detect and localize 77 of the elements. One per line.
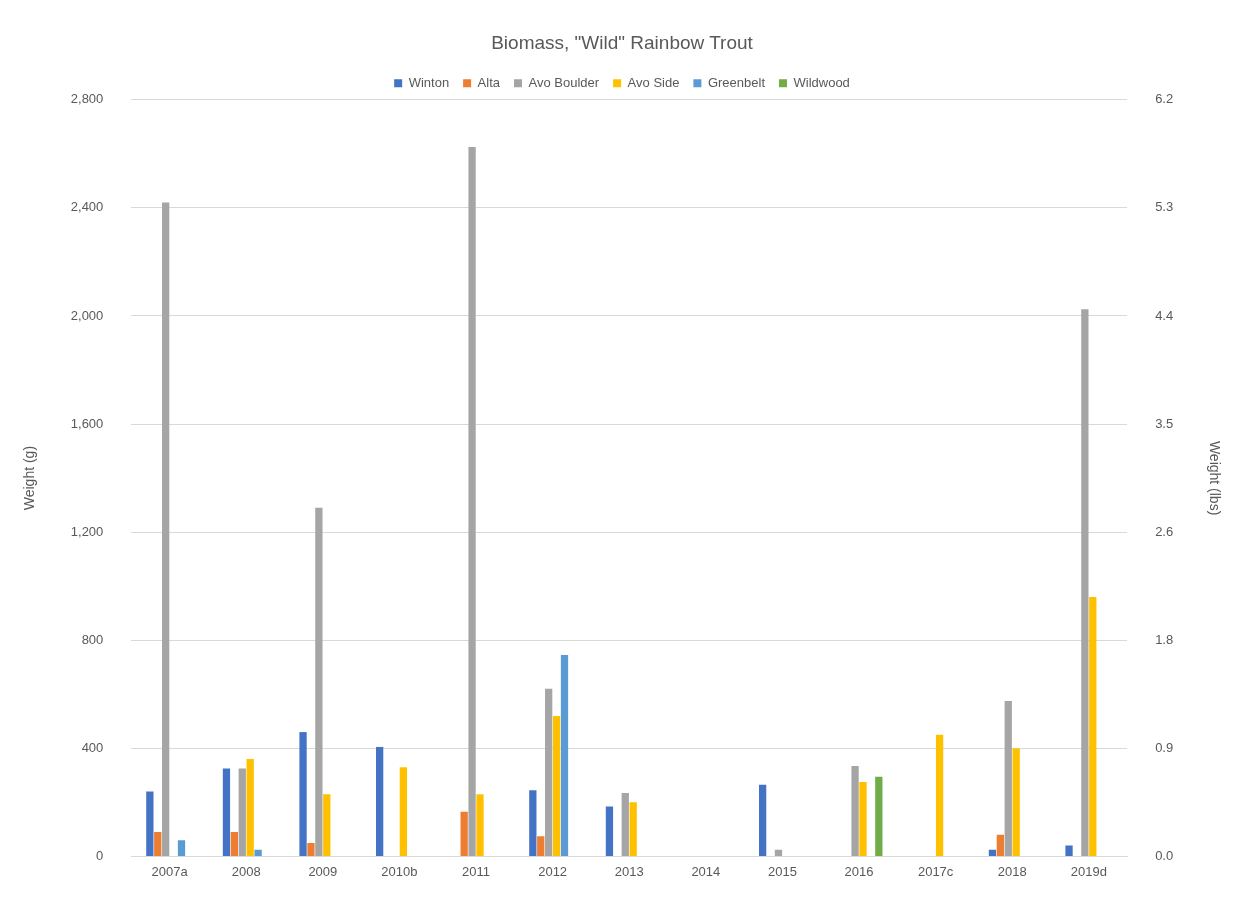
y2-axis-title: Weight (lbs) bbox=[1206, 440, 1223, 516]
y-tick-label: 1,200 bbox=[70, 523, 104, 539]
y-tick-label: 2,400 bbox=[70, 199, 104, 215]
bar bbox=[851, 765, 859, 856]
x-tick-label: 2018 bbox=[997, 863, 1027, 879]
bar bbox=[254, 849, 262, 856]
y2-tick-label: 0.0 bbox=[1155, 847, 1174, 863]
chart-title: Biomass, "Wild" Rainbow Trout bbox=[491, 31, 754, 53]
y2-tick-label: 0.9 bbox=[1155, 739, 1174, 755]
bar bbox=[238, 768, 246, 856]
bar bbox=[1089, 596, 1097, 856]
y2-tick-label: 6.2 bbox=[1155, 91, 1174, 107]
legend-label: Greenbelt bbox=[707, 74, 766, 90]
bar bbox=[299, 732, 307, 856]
x-tick-label: 2009 bbox=[308, 863, 338, 879]
bar bbox=[468, 147, 476, 856]
x-tick-label: 2007a bbox=[151, 863, 189, 879]
x-tick-label: 2019d bbox=[1070, 863, 1107, 879]
bar bbox=[323, 794, 331, 856]
x-tick-label: 2016 bbox=[844, 863, 874, 879]
bar bbox=[154, 832, 162, 856]
x-tick-label: 2015 bbox=[767, 863, 797, 879]
y-axis-title: Weight (g) bbox=[21, 445, 38, 511]
y-tick-label: 2,800 bbox=[70, 91, 104, 107]
y-tick-label: 1,600 bbox=[70, 415, 104, 431]
x-tick-label: 2017c bbox=[917, 863, 954, 879]
bar bbox=[560, 655, 569, 856]
y-tick-label: 400 bbox=[81, 739, 104, 755]
bar bbox=[246, 759, 254, 856]
bar bbox=[552, 715, 561, 856]
x-tick-label: 2014 bbox=[691, 863, 721, 879]
bar bbox=[146, 791, 154, 856]
bar bbox=[376, 746, 384, 856]
bar bbox=[996, 834, 1004, 856]
y2-tick-label: 5.3 bbox=[1155, 199, 1174, 215]
bar bbox=[1012, 748, 1020, 856]
bar bbox=[537, 836, 545, 856]
legend-label: Avo Side bbox=[627, 74, 680, 90]
legend-label: Alta bbox=[477, 74, 501, 90]
y-tick-label: 2,000 bbox=[70, 307, 104, 323]
y-tick-label: 0 bbox=[96, 847, 104, 863]
bar bbox=[759, 784, 767, 856]
bar bbox=[529, 790, 537, 856]
x-tick-label: 2012 bbox=[538, 863, 568, 879]
y2-tick-label: 4.4 bbox=[1155, 307, 1174, 323]
bar bbox=[1065, 845, 1073, 856]
y2-tick-label: 1.8 bbox=[1155, 631, 1174, 647]
legend-label: Avo Boulder bbox=[528, 74, 600, 90]
x-tick-label: 2008 bbox=[231, 863, 261, 879]
bar bbox=[177, 840, 186, 856]
bar bbox=[230, 832, 238, 856]
y2-tick-label: 3.5 bbox=[1155, 415, 1174, 431]
bar bbox=[859, 782, 867, 856]
bar bbox=[315, 507, 323, 856]
y2-tick-label: 2.6 bbox=[1155, 523, 1174, 539]
bar bbox=[476, 794, 484, 856]
bar bbox=[935, 734, 944, 856]
bar bbox=[399, 767, 408, 856]
y-tick-label: 800 bbox=[81, 631, 104, 647]
bar bbox=[307, 842, 315, 856]
bar bbox=[222, 768, 231, 856]
bar bbox=[875, 776, 883, 856]
bar bbox=[988, 849, 997, 856]
bar bbox=[545, 688, 553, 856]
bar bbox=[460, 811, 468, 856]
bar bbox=[162, 202, 170, 856]
x-tick-label: 2013 bbox=[614, 863, 644, 879]
bar bbox=[1004, 701, 1012, 856]
bar bbox=[629, 802, 637, 856]
bar bbox=[774, 849, 783, 856]
bar bbox=[621, 792, 629, 856]
legend-label: Wildwood bbox=[793, 74, 850, 90]
bar bbox=[1081, 309, 1089, 856]
x-tick-label: 2010b bbox=[381, 863, 418, 879]
x-tick-label: 2011 bbox=[462, 863, 491, 879]
bar bbox=[605, 806, 614, 856]
legend-label: Winton bbox=[408, 74, 450, 90]
